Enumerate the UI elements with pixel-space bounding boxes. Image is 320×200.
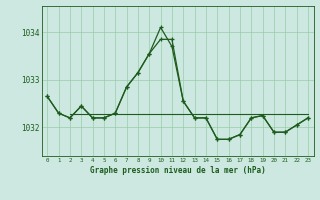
X-axis label: Graphe pression niveau de la mer (hPa): Graphe pression niveau de la mer (hPa) [90, 166, 266, 175]
